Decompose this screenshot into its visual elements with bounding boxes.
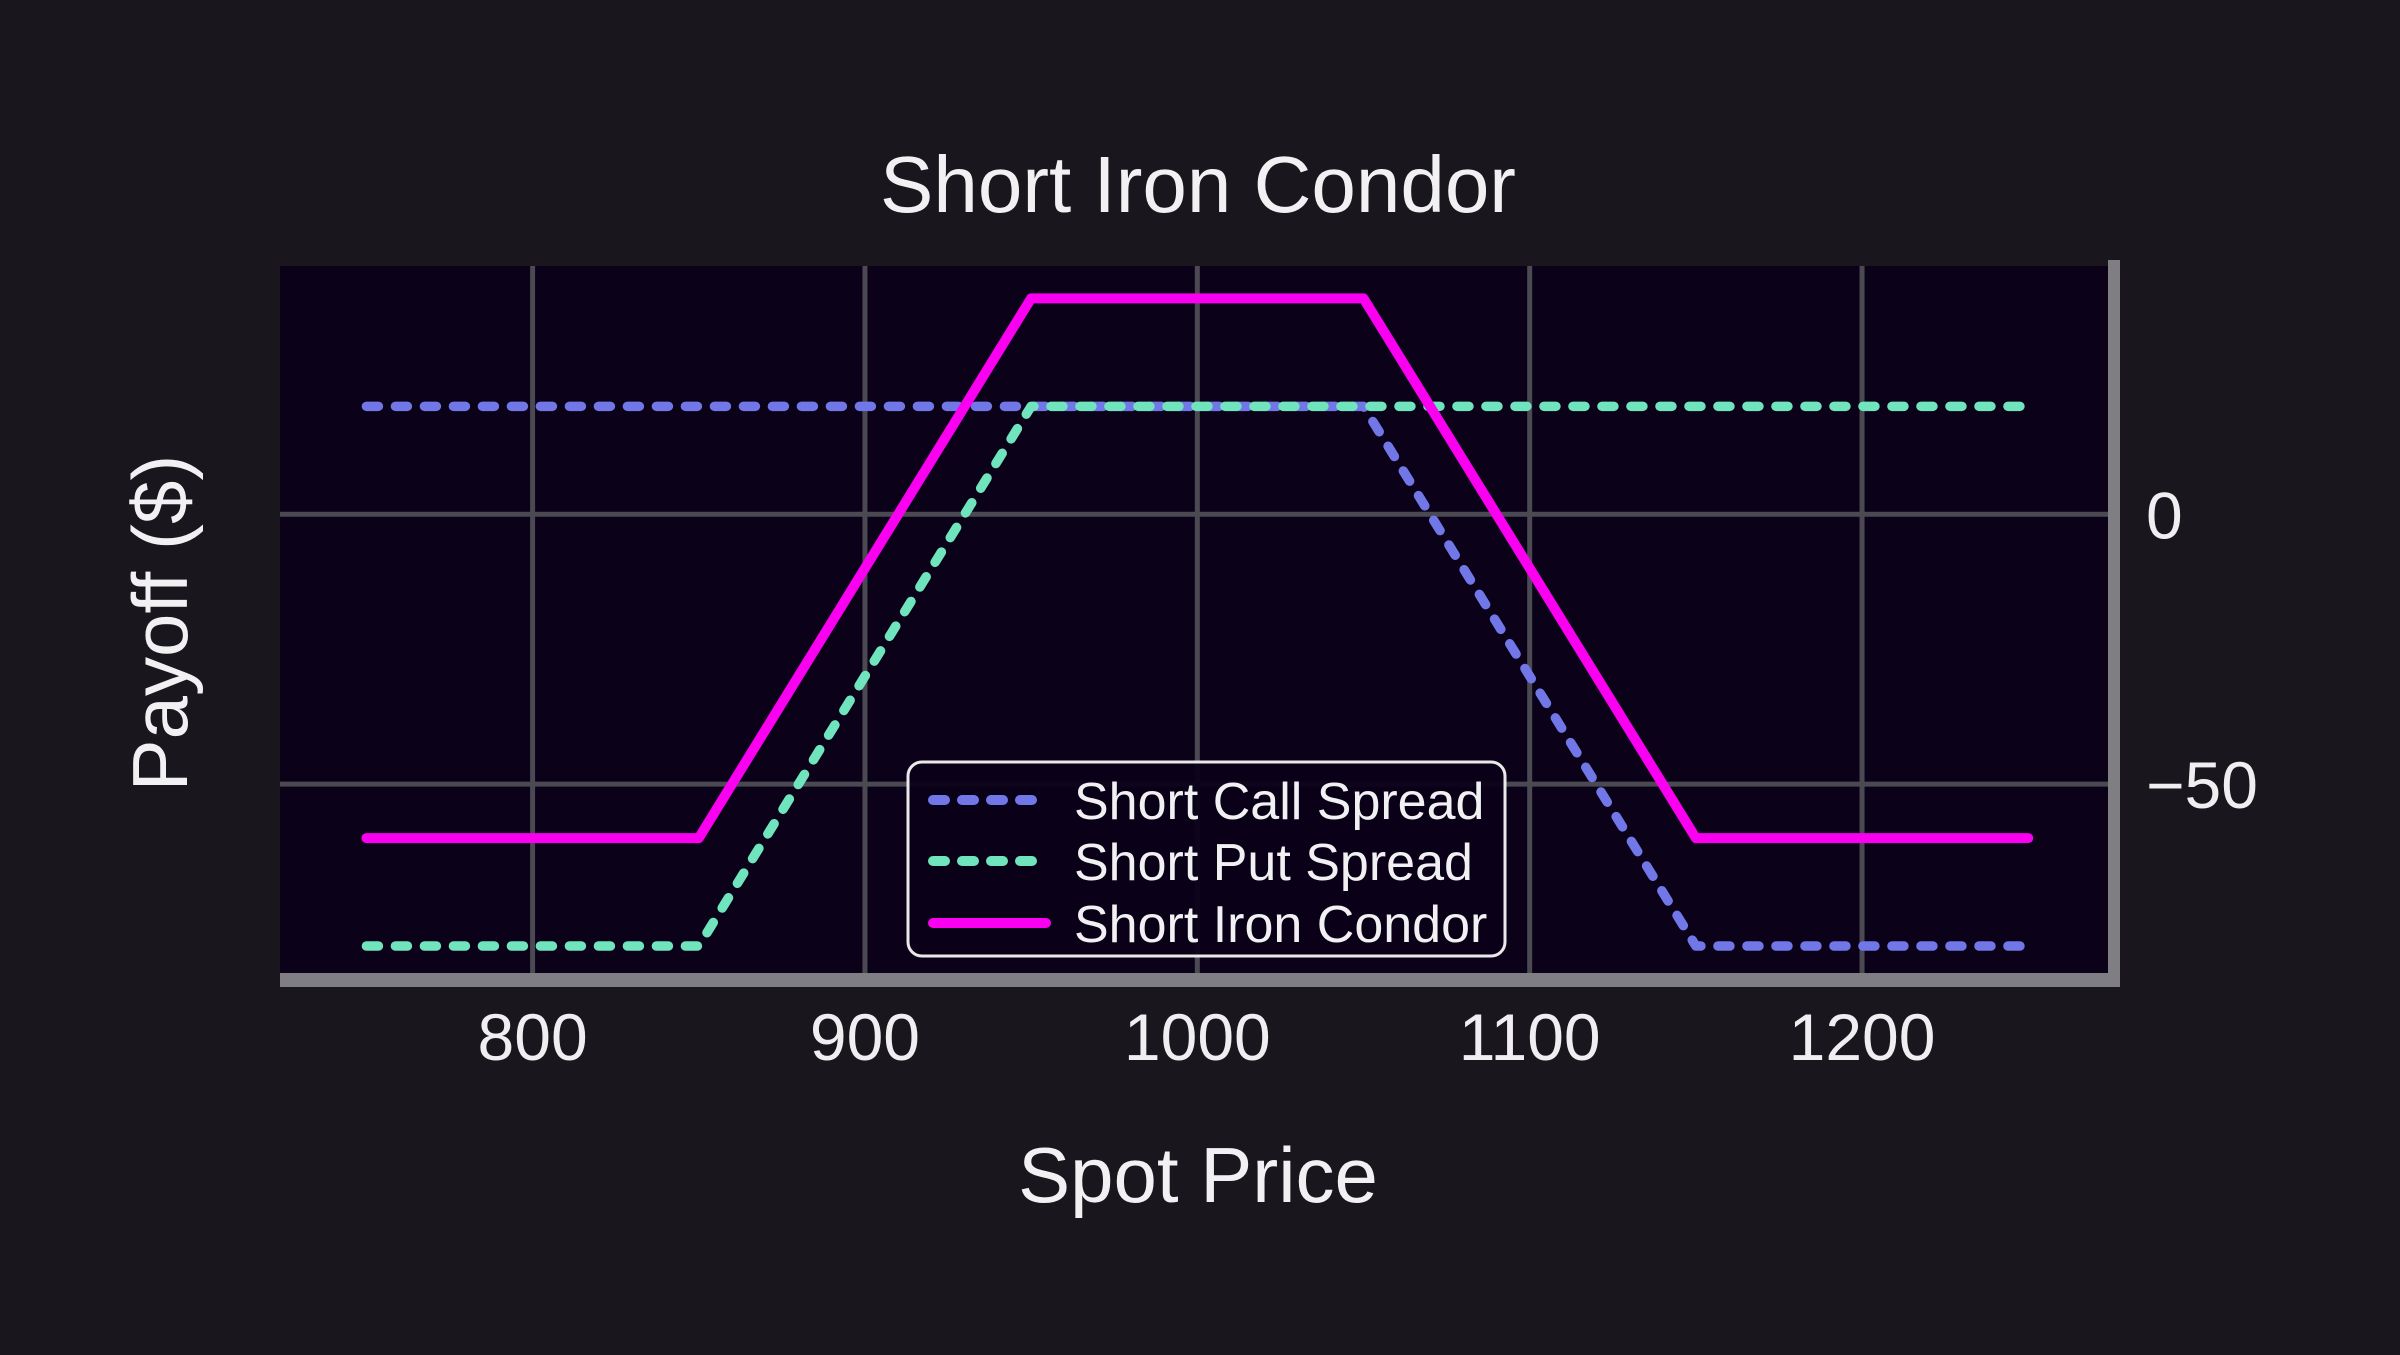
- series-lines: [361, 293, 2034, 951]
- series-short-iron-condor: [361, 293, 2034, 844]
- y-axis-label: Payoff ($): [116, 455, 204, 792]
- x-tick-label: 900: [810, 1000, 920, 1074]
- legend-item-label: Short Iron Condor: [1074, 896, 1487, 954]
- x-axis-label: Spot Price: [1018, 1131, 1378, 1219]
- gridlines: [280, 266, 2108, 973]
- series-short-put-spread: [361, 401, 2033, 951]
- legend-frame: [906, 760, 1507, 958]
- x-tick-labels: 800 900 1000 1100 1200: [478, 1000, 1936, 1074]
- y-tick-labels: 0 −50: [2146, 478, 2258, 822]
- legend-item-label: Short Call Spread: [1074, 773, 1484, 831]
- right-spine: [2108, 260, 2120, 987]
- x-tick-label: 800: [478, 1000, 588, 1074]
- bottom-spine: [280, 973, 2120, 987]
- x-tick-label: 1000: [1124, 1000, 1271, 1074]
- x-tick-label: 1200: [1789, 1000, 1936, 1074]
- series-short-call-spread: [361, 401, 2033, 951]
- legend-item-label: Short Put Spread: [1074, 834, 1473, 892]
- y-tick-label: 0: [2146, 478, 2183, 552]
- x-tick-label: 1100: [1459, 1000, 1601, 1074]
- y-tick-label: −50: [2146, 748, 2258, 822]
- chart-title: Short Iron Condor: [880, 140, 1516, 229]
